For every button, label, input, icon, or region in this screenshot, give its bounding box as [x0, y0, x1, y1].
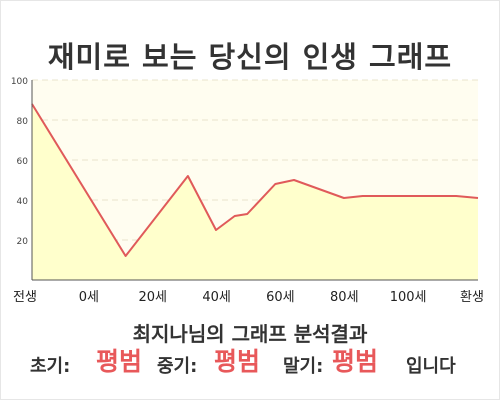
series-area [32, 104, 478, 280]
mid-value: 평범 [214, 347, 261, 376]
y-tick-label: 100 [11, 77, 28, 87]
y-tick-label: 80 [17, 117, 29, 127]
mid-label: 중기: [157, 356, 198, 377]
x-tick-label: 40세 [202, 290, 231, 305]
x-tick-label: 환생 [460, 290, 484, 305]
analysis-summary: 최지나님의 그래프 분석결과 [132, 322, 368, 346]
early-label: 초기: [30, 356, 71, 377]
verdict-suffix: 입니다 [406, 356, 456, 377]
page-title: 재미로 보는 당신의 인생 그래프 [47, 40, 453, 74]
x-tick-label: 20세 [138, 290, 167, 305]
y-tick-label: 60 [17, 157, 29, 167]
x-tick-label: 0세 [79, 290, 99, 305]
late-value: 평범 [332, 347, 379, 376]
late-label: 말기: [283, 356, 324, 377]
x-tick-label: 100세 [390, 290, 427, 305]
y-tick-label: 40 [17, 197, 29, 207]
x-tick-label: 60세 [266, 290, 295, 305]
early-value: 평범 [96, 347, 143, 376]
x-tick-label: 전생 [13, 290, 37, 305]
series-line [31, 103, 479, 257]
y-tick-label: 20 [17, 237, 29, 247]
x-tick-label: 80세 [330, 290, 359, 305]
